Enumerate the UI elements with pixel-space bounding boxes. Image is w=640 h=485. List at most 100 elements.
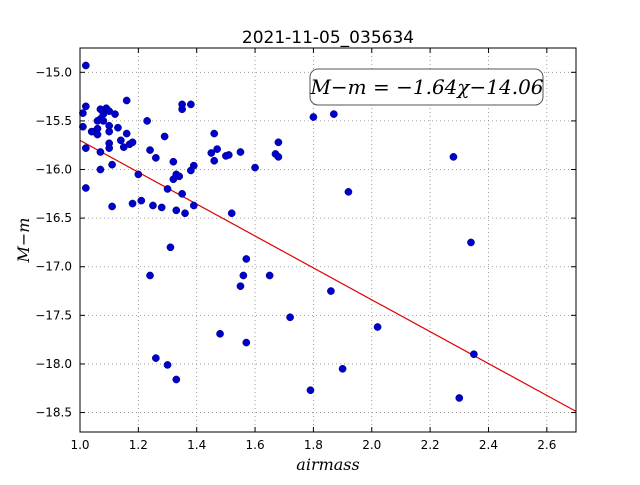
plot-frame [79,47,577,433]
data-point [181,209,189,218]
data-point [166,243,175,252]
x-tick-label: 2.2 [421,438,440,452]
data-point [236,282,245,291]
data-point [327,287,335,295]
y-tick-label: −16.5 [35,211,72,225]
grid-lines [79,48,576,432]
data-point [224,151,233,159]
data-point [111,110,119,118]
data-point [143,117,151,125]
data-point [137,196,146,205]
data-point [373,323,382,331]
x-tick-label: 1.2 [129,438,148,452]
data-point [265,271,274,280]
x-tick-label: 1.8 [304,438,323,452]
x-axis-label: airmass [296,455,359,474]
data-point [172,206,181,215]
data-point [81,61,90,70]
y-tick-label: −17.0 [35,260,72,274]
fit-annotation: M−m = −1.64χ−14.06 [309,68,544,106]
data-point [449,153,458,161]
data-points [79,61,478,402]
data-point [79,122,87,131]
data-point [207,149,216,157]
data-point [210,156,219,165]
data-point [239,271,248,280]
y-tick-label: −15.0 [35,65,72,79]
y-tick-label: −16.0 [35,163,72,177]
data-point [163,185,172,193]
data-point [286,313,294,322]
data-point [160,132,169,141]
annotation-text: M−m = −1.64χ−14.06 [309,75,543,99]
data-point [96,165,105,174]
y-tick-label: −17.5 [35,308,72,322]
data-point [152,154,160,162]
data-point [455,394,464,402]
data-point [116,136,125,145]
x-tick-label: 2.6 [537,438,556,452]
data-point [189,161,198,170]
data-point [470,350,478,359]
data-point [338,364,347,373]
data-point [152,354,160,362]
data-point [146,271,154,280]
x-tick-label: 1.4 [187,438,206,452]
axis-ticks [79,48,576,432]
data-point [163,361,172,369]
fit-line [79,139,577,412]
plot-area [80,48,576,432]
data-point [329,110,338,118]
data-point [251,163,259,172]
data-point [187,100,195,109]
data-point [169,157,178,166]
data-point [178,189,186,198]
data-point [128,138,137,147]
data-point [467,238,475,247]
data-point [274,138,283,147]
data-point [149,201,157,210]
data-point [93,130,102,139]
data-point [81,102,90,111]
x-tick-label: 1.6 [246,438,265,452]
data-point [81,184,90,192]
data-point [242,338,251,347]
x-tick-label: 1.0 [70,438,89,452]
data-point [189,201,198,210]
data-point [128,199,137,208]
data-point [122,129,131,138]
data-point [216,329,224,338]
data-point [146,146,154,154]
data-point [81,144,90,152]
chart-title: 2021-11-05_035634 [242,28,414,48]
data-point [309,113,318,121]
data-point [79,109,87,117]
data-point [210,129,219,138]
data-point [99,117,108,125]
x-tick-label: 2.0 [362,438,381,452]
data-point [105,127,114,136]
data-point [213,145,221,153]
data-point [344,188,353,196]
data-point [134,170,143,179]
data-point [108,160,116,169]
data-point [122,96,131,105]
data-point [96,148,105,156]
data-point [157,203,166,212]
data-point [178,105,186,114]
data-point [242,255,251,263]
y-tick-label: −18.0 [35,357,72,371]
y-tick-label: −15.5 [35,114,72,128]
tick-labels: 1.0 1.2 1.4 1.6 1.8 2.0 2.2 2.4 2.6 −15.0 −15.5 −16… [35,65,556,452]
data-point [108,202,116,211]
data-point [172,375,181,384]
data-point [274,153,283,161]
data-point [227,209,236,218]
y-axis-label: M−m [14,218,33,264]
data-point [306,386,315,395]
annotation-box [309,68,544,106]
y-tick-label: −18.5 [35,406,72,420]
x-tick-label: 2.4 [479,438,498,452]
